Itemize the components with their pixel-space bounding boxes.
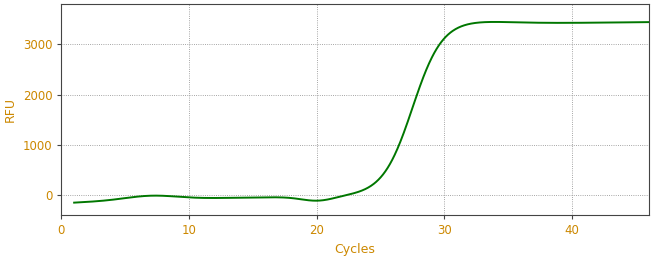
Y-axis label: RFU: RFU — [4, 97, 17, 122]
X-axis label: Cycles: Cycles — [335, 243, 375, 256]
